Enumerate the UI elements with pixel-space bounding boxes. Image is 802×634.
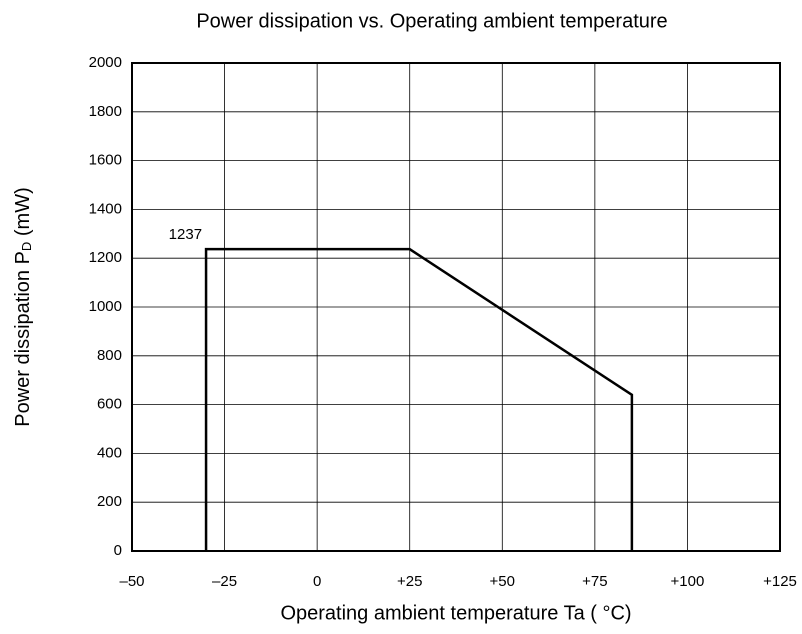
x-tick-label: –25 [212, 573, 237, 590]
y-tick-label: 400 [97, 444, 122, 461]
plot-frame [131, 62, 781, 552]
y-tick-label: 1400 [89, 200, 122, 217]
y-tick-label: 600 [97, 396, 122, 413]
x-tick-label: 0 [313, 573, 321, 590]
chart-title: Power dissipation vs. Operating ambient … [196, 10, 667, 32]
y-axis-label-unit: (mW) [12, 187, 34, 241]
x-tick-label: –50 [119, 573, 144, 590]
y-tick-label: 2000 [89, 54, 122, 71]
x-tick-label: +25 [397, 573, 422, 590]
y-axis-label: Power dissipation PD (mW) [12, 187, 34, 426]
x-tick-label: +75 [582, 573, 607, 590]
y-tick-label: 0 [114, 542, 122, 559]
y-tick-label: 800 [97, 347, 122, 364]
y-tick-label: 1600 [89, 152, 122, 169]
data-label: 1237 [169, 226, 202, 243]
y-axis-label-sub: D [19, 242, 34, 251]
x-tick-label: +50 [490, 573, 515, 590]
x-tick-label: +100 [671, 573, 705, 590]
x-axis-label: Operating ambient temperature Ta ( °C) [280, 602, 631, 624]
y-tick-label: 200 [97, 493, 122, 510]
data-line [204, 247, 634, 551]
x-tick-label: +125 [763, 573, 797, 590]
y-axis-label-main: Power dissipation P [12, 251, 34, 427]
y-tick-label: 1800 [89, 103, 122, 120]
y-tick-label: 1200 [89, 249, 122, 266]
y-tick-label: 1000 [89, 298, 122, 315]
